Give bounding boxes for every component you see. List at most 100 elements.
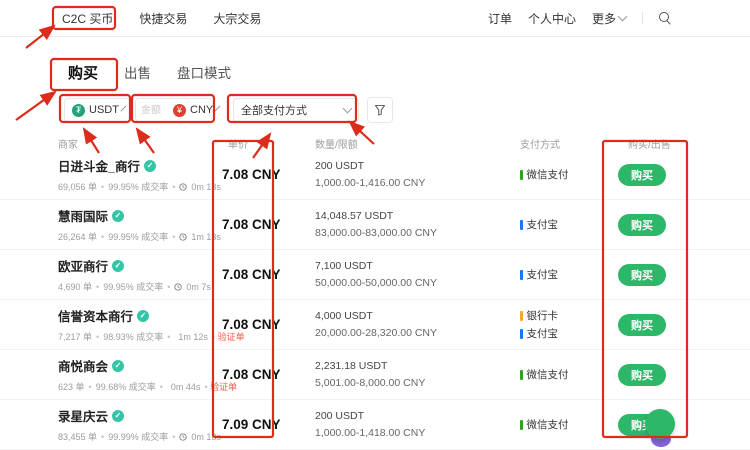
offer-row: 信誉资本商行 ✓ 7,217 单 • 98.93% 成交率 • 1m 12s •… [0,300,750,350]
payment-method: 银行卡 [520,308,618,323]
action-cell: 购买 [618,263,750,286]
buy-button[interactable]: 购买 [618,213,666,236]
tab-buy[interactable]: 购买 [68,65,99,82]
filter-funnel-button[interactable] [367,97,393,123]
verified-badge-icon: ✓ [112,209,125,222]
stat-separator: • [172,231,176,242]
buy-button[interactable]: 购买 [618,163,666,186]
nav-item-block-trade[interactable]: 大宗交易 [213,11,262,26]
order-count: 4,690 单 [58,282,93,292]
crypto-select-label: USDT [89,104,119,116]
payment-methods: 银行卡支付宝 [520,308,618,341]
limit-range: 5,001.00-8,000.00 CNY [315,377,426,389]
available-amount: 7,100 USDT [315,260,373,272]
payment-method-select[interactable]: 全部支付方式 [233,98,359,122]
payment-methods: 微信支付 [520,367,618,382]
payment-method-label: 银行卡 [526,310,559,322]
merchant-name[interactable]: 日进斗金_商行 [58,160,140,174]
merchant-cell: 欧亚商行 ✓ 4,690 单 • 99.95% 成交率 • 0m 7s [58,256,222,293]
action-cell: 购买 [618,213,750,236]
stat-separator: • [88,381,92,392]
chevron-down-icon [617,11,628,22]
available-amount: 4,000 USDT [315,310,373,322]
filter-bar: ₮ USDT ¥ CNY 全部支付方式 [64,97,393,123]
clock-icon [179,182,188,191]
crypto-select[interactable]: ₮ USDT [64,98,130,122]
header-price: 单价 [228,140,248,151]
verified-badge-icon: ✓ [143,159,156,172]
order-count: 26,264 单 [58,232,98,242]
offer-row: 商悦商会 ✓ 623 单 • 99.68% 成交率 • 0m 44s • 验证单… [0,350,750,400]
merchant-name[interactable]: 欧亚商行 [58,260,109,274]
nav-item-orders[interactable]: 订单 [487,11,512,26]
completion-rate: 99.99% 成交率 [108,432,169,442]
payment-method: 支付宝 [520,326,618,341]
offer-rows: 日进斗金_商行 ✓ 69,056 单 • 99.95% 成交率 • 0m 13s… [0,150,750,450]
buy-button[interactable]: 购买 [618,263,666,286]
search-icon[interactable] [659,11,672,25]
buy-button[interactable]: 购买 [618,313,666,336]
amount-input[interactable] [141,104,169,116]
chevron-down-icon [342,103,353,114]
available-amount: 14,048.57 USDT [315,210,394,222]
completion-rate: 99.95% 成交率 [108,182,169,192]
payment-color-bar [520,419,523,430]
completion-rate: 99.95% 成交率 [103,282,164,292]
price-cell: 7.08 CNY [222,367,281,382]
nav-item-more[interactable]: 更多 [591,10,628,27]
nav-item-c2c-buy[interactable]: C2C 买币 [62,11,114,26]
fiat-select-label[interactable]: CNY [190,104,214,116]
tab-orderbook-mode[interactable]: 盘口模式 [177,66,232,81]
merchant-name[interactable]: 录星庆云 [58,410,109,424]
available-amount: 2,231.18 USDT [315,360,388,372]
tab-sell[interactable]: 出售 [124,66,152,81]
top-nav: C2C 买币 快捷交易 大宗交易 订单 个人中心 更多 [0,0,750,37]
limit-range: 1,000.00-1,416.00 CNY [315,177,426,189]
buy-button[interactable]: 购买 [618,363,666,386]
stat-separator: • [211,332,216,342]
action-cell: 购买 [618,363,750,386]
verified-order-tag: 验证单 [210,382,238,392]
release-time: 0m 18s [191,431,221,442]
limit-range: 83,000.00-83,000.00 CNY [315,227,438,239]
clock-icon [174,282,183,291]
floating-chat-button[interactable] [645,409,675,439]
verified-badge-icon: ✓ [137,309,150,322]
payment-color-bar [520,328,523,339]
payment-method: 支付宝 [520,267,618,282]
merchant-cell: 日进斗金_商行 ✓ 69,056 单 • 99.95% 成交率 • 0m 13s [58,156,222,193]
amount-cell: 4,000 USDT 20,000.00-28,320.00 CNY [315,310,520,339]
available-amount: 200 USDT [315,410,365,422]
nav-item-express-trade[interactable]: 快捷交易 [139,11,188,26]
payment-color-bar [520,369,523,380]
header-merchant: 商家 [58,140,78,151]
payment-methods: 支付宝 [520,217,618,232]
stat-separator: • [167,281,171,292]
header-amount-limit: 数量/限额 [315,140,358,151]
limit-range: 50,000.00-50,000.00 CNY [315,277,438,289]
merchant-name[interactable]: 信誉资本商行 [58,310,134,324]
available-amount: 200 USDT [315,160,365,172]
release-time: 1m 12s [178,331,208,342]
nav-more-label: 更多 [591,11,616,26]
amount-cell: 200 USDT 1,000.00-1,416.00 CNY [315,160,520,189]
header-buy-sell: 购买/出售 [628,140,671,151]
price-cell: 7.08 CNY [222,317,281,332]
clock-icon [179,232,188,241]
merchant-cell: 信誉资本商行 ✓ 7,217 单 • 98.93% 成交率 • 1m 12s •… [58,306,245,343]
release-time: 0m 13s [191,181,221,192]
verified-badge-icon: ✓ [112,409,125,422]
merchant-name[interactable]: 慧雨国际 [58,210,109,224]
payment-methods: 微信支付 [520,417,618,432]
limit-range: 20,000.00-28,320.00 CNY [315,327,438,339]
merchant-name[interactable]: 商悦商会 [58,360,109,374]
price-cell: 7.08 CNY [222,167,281,182]
offer-row: 录星庆云 ✓ 83,455 单 • 99.99% 成交率 • 0m 18s 7.… [0,400,750,450]
table-header: 商家 单价 数量/限额 支付方式 购买/出售 [0,136,750,151]
offer-row: 慧雨国际 ✓ 26,264 单 • 99.95% 成交率 • 1m 13s 7.… [0,200,750,250]
nav-item-profile[interactable]: 个人中心 [527,11,576,26]
payment-method: 微信支付 [520,167,618,182]
order-count: 69,056 单 [58,182,98,192]
release-time: 0m 7s [186,281,211,292]
funnel-icon [374,104,386,116]
